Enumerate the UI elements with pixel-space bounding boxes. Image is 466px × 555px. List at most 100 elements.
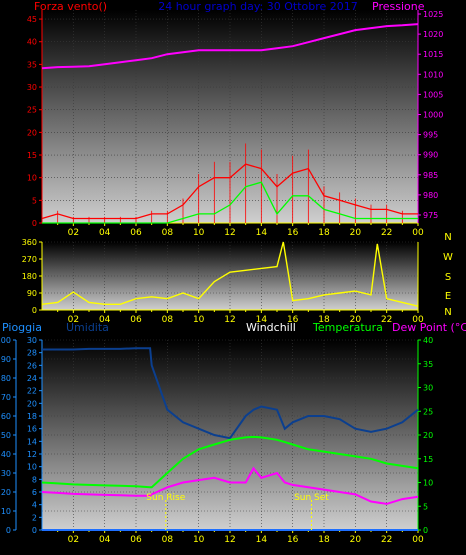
x-tick-label: 06 — [130, 315, 142, 325]
left-y-tick-label: 24 — [27, 374, 37, 383]
sun-rise-label: Sun Rise — [146, 493, 185, 503]
right-y-tick-label: 1000 — [423, 110, 443, 119]
x-tick-label: 20 — [350, 315, 362, 325]
x-tick-label: 02 — [68, 228, 79, 238]
left-y-tick-label: 0 — [6, 526, 11, 535]
x-tick-label: 04 — [99, 228, 111, 238]
x-tick-label: 16 — [287, 315, 299, 325]
direction-label-n-bottom: N — [444, 307, 451, 318]
left-y-tick-label: 2 — [32, 513, 37, 522]
left-y-tick-label: 26 — [27, 361, 37, 370]
left-y-tick-label: 270 — [22, 255, 37, 264]
left-y-tick-label: 20 — [27, 128, 37, 137]
left-y-tick-label: 0 — [32, 219, 37, 228]
left-y-tick-label: 40 — [27, 38, 37, 47]
x-tick-label: 02 — [68, 315, 79, 325]
x-tick-label: 20 — [350, 535, 362, 545]
series-line-Dew Point (°C) — [41, 466, 419, 505]
x-tick-label: 08 — [162, 535, 174, 545]
left-y-tick-label: 50 — [1, 431, 11, 440]
right-y-tick-label: 0 — [423, 526, 428, 535]
chart-title: 24 hour graph day: 30 Ottobre 2017 — [158, 0, 358, 13]
direction-label-n-top: N — [444, 232, 451, 243]
humidity-temp-plot-area — [42, 340, 418, 530]
pressure-axis-title: Pressione — [372, 0, 425, 13]
left-y-tick-label: 20 — [27, 399, 37, 408]
x-tick-label: 10 — [193, 228, 205, 238]
left-y-tick-label: 90 — [1, 355, 11, 364]
left-y-tick-label: 100 — [0, 336, 11, 345]
right-y-tick-label: 5 — [423, 502, 428, 511]
right-y-tick-label: 980 — [423, 191, 438, 200]
left-y-tick-label: 60 — [1, 412, 11, 421]
left-y-tick-label: 0 — [32, 306, 37, 315]
x-tick-label: 18 — [318, 315, 330, 325]
x-tick-label: 00 — [412, 228, 424, 238]
left-y-tick-label: 25 — [27, 106, 37, 115]
left-y-tick-label: 10 — [27, 463, 37, 472]
x-tick-label: 14 — [256, 535, 268, 545]
direction-label-e: E — [445, 291, 451, 302]
x-tick-label: 00 — [412, 315, 424, 325]
left-y-tick-label: 80 — [1, 374, 11, 383]
x-tick-label: 06 — [130, 228, 142, 238]
left-y-tick-label: 30 — [1, 469, 11, 478]
left-y-tick-label: 12 — [27, 450, 37, 459]
right-y-tick-label: 1020 — [423, 30, 443, 39]
windchill-label: Windchill — [246, 321, 296, 334]
x-tick-label: 12 — [224, 315, 235, 325]
left-y-tick-label: 5 — [32, 196, 37, 205]
left-y-tick-label: 10 — [1, 507, 11, 516]
left-y-tick-label: 90 — [27, 289, 37, 298]
x-tick-label: 22 — [381, 315, 392, 325]
x-tick-label: 04 — [99, 315, 111, 325]
x-tick-label: 20 — [350, 228, 362, 238]
left-y-tick-label: 70 — [1, 393, 11, 402]
dewpoint-axis-title: Dew Point (°C) — [392, 321, 466, 334]
left-y-tick-label: 6 — [32, 488, 37, 497]
left-y-tick-label: 30 — [27, 83, 37, 92]
x-tick-label: 14 — [256, 228, 268, 238]
left-y-tick-label: 4 — [32, 501, 37, 510]
x-tick-label: 12 — [224, 228, 235, 238]
x-tick-label: 18 — [318, 535, 330, 545]
x-tick-label: 16 — [287, 535, 299, 545]
sun-set-label: Sun Set — [294, 493, 329, 503]
right-y-tick-label: 1010 — [423, 70, 443, 79]
wind-axis-title: Forza vento() — [34, 0, 107, 13]
x-tick-label: 00 — [412, 535, 424, 545]
left-y-tick-label: 22 — [27, 387, 37, 396]
right-y-tick-label: 10 — [423, 479, 433, 488]
right-y-tick-label: 1015 — [423, 50, 443, 59]
x-tick-label: 14 — [256, 315, 268, 325]
x-tick-label: 08 — [162, 315, 174, 325]
x-tick-label: 06 — [130, 535, 142, 545]
right-y-tick-label: 1025 — [423, 10, 443, 19]
left-y-tick-label: 45 — [27, 15, 37, 24]
x-tick-label: 22 — [381, 535, 392, 545]
left-y-tick-label: 8 — [32, 475, 37, 484]
rain-axis-title: Pioggia — [2, 321, 42, 334]
left-y-tick-label: 40 — [1, 450, 11, 459]
x-tick-label: 02 — [68, 535, 79, 545]
right-y-tick-label: 985 — [423, 171, 438, 180]
x-tick-label: 22 — [381, 228, 392, 238]
right-y-tick-label: 20 — [423, 431, 433, 440]
x-tick-label: 04 — [99, 535, 111, 545]
series-line-Temperatura — [41, 435, 419, 489]
left-y-tick-label: 28 — [27, 349, 37, 358]
x-tick-label: 10 — [193, 315, 205, 325]
right-y-tick-label: 30 — [423, 384, 433, 393]
left-y-tick-label: 14 — [27, 437, 37, 446]
left-y-tick-label: 20 — [1, 488, 11, 497]
direction-label-s: S — [445, 272, 451, 283]
left-y-tick-label: 10 — [27, 174, 37, 183]
right-y-tick-label: 1005 — [423, 90, 443, 99]
left-y-tick-label: 0 — [32, 526, 37, 535]
x-tick-label: 12 — [224, 535, 235, 545]
right-y-tick-label: 35 — [423, 360, 433, 369]
right-y-tick-label: 995 — [423, 131, 438, 140]
left-y-tick-label: 30 — [27, 336, 37, 345]
